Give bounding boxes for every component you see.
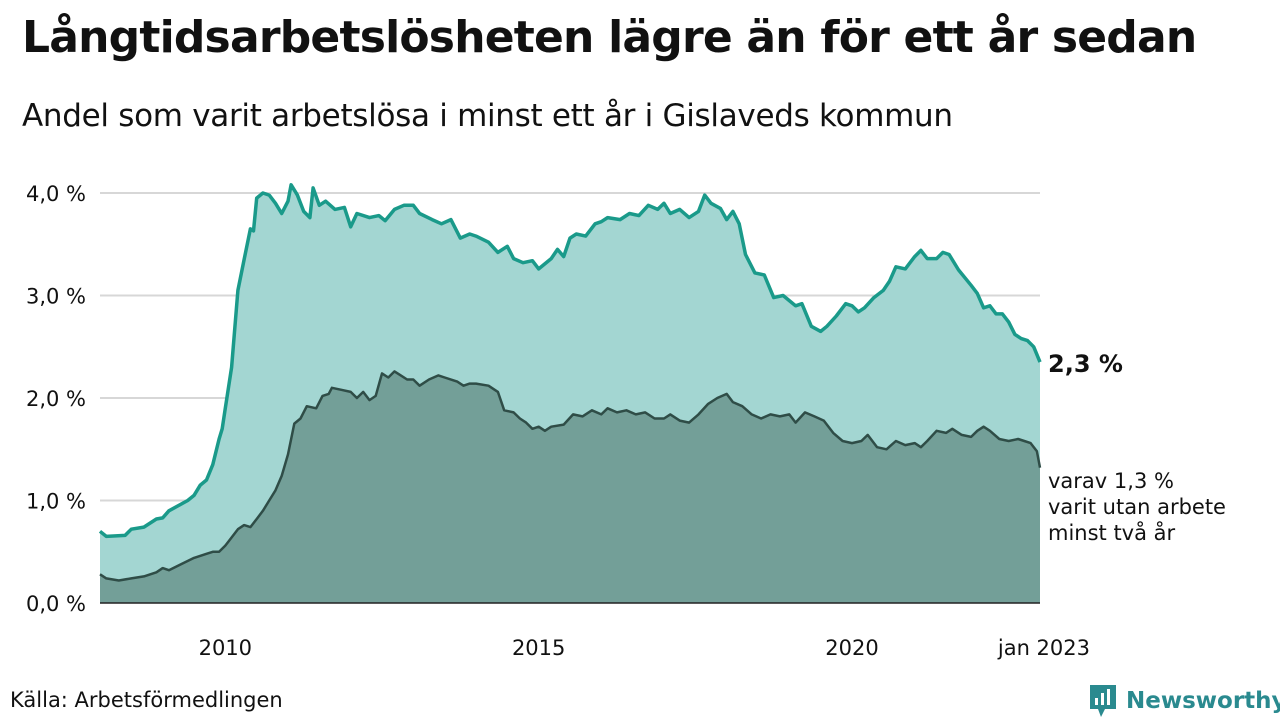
chart-title: Långtidsarbetslösheten lägre än för ett …: [22, 12, 1197, 63]
end-label-line: minst två år: [1048, 520, 1176, 545]
y-tick-label: 0,0 %: [26, 592, 86, 616]
area-chart: 0,0 % 1,0 % 2,0 % 3,0 % 4,0 % 2010 2015 2020 jan…: [26, 182, 1226, 660]
upper-series-line: [98, 183, 1042, 539]
brand-logo: Newsworthy: [1088, 684, 1280, 718]
y-tick-label: 4,0 %: [26, 182, 86, 206]
x-tick-label: jan 2023: [997, 636, 1090, 660]
x-tick-label: 2010: [199, 636, 252, 660]
lower-series-area: [100, 371, 1040, 603]
upper-series-end-label: 2,3 %: [1048, 350, 1123, 378]
brand-name: Newsworthy: [1126, 688, 1280, 714]
y-tick-label: 2,0 %: [26, 387, 86, 411]
y-tick-label: 3,0 %: [26, 285, 86, 309]
chart-areas: [98, 183, 1042, 604]
x-tick-label: 2015: [512, 636, 565, 660]
lower-series-end-label: varav 1,3 % varit utan arbete minst två år: [1048, 469, 1226, 545]
lower-series-line: [99, 370, 1042, 582]
axes: 0,0 % 1,0 % 2,0 % 3,0 % 4,0 % 2010 2015 2020 jan…: [26, 182, 1090, 660]
y-tick-label: 1,0 %: [26, 490, 86, 514]
chart-subtitle: Andel som varit arbetslösa i minst ett å…: [22, 98, 953, 134]
source-note: Källa: Arbetsförmedlingen: [10, 688, 283, 712]
end-labels: 2,3 % varav 1,3 % varit utan arbete minst t…: [1048, 350, 1226, 545]
x-tick-label: 2020: [825, 636, 878, 660]
end-label-line: varav 1,3 %: [1048, 469, 1174, 493]
end-label-line: varit utan arbete: [1048, 495, 1226, 519]
bar-chart-logo-icon: [1090, 685, 1116, 717]
